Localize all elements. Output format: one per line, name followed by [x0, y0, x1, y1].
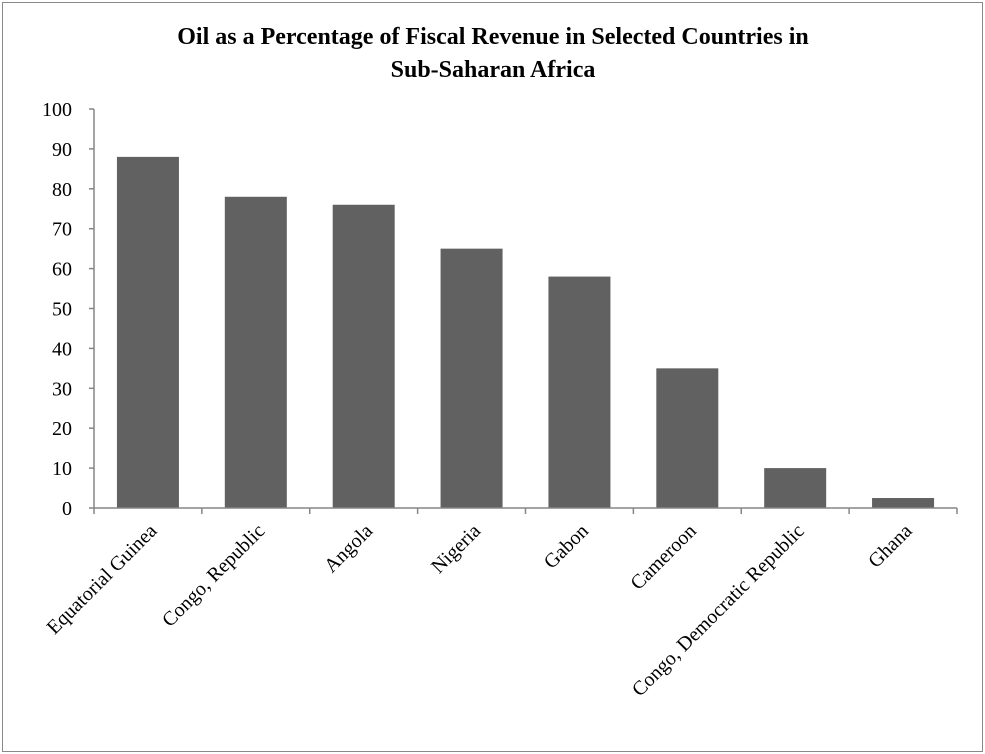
x-tick-label: Congo, Republic: [158, 520, 269, 631]
x-tick-label: Ghana: [864, 520, 917, 573]
bar: [116, 156, 179, 508]
y-tick-label: 60: [52, 259, 72, 281]
y-axis: 0 10 20 30 40 50 60 70 80 90 100: [42, 99, 95, 520]
y-tick-label: 90: [52, 139, 72, 161]
x-tick-label: Nigeria: [427, 520, 485, 578]
x-tick-label: Equatorial Guinea: [43, 520, 162, 639]
bar: [872, 498, 935, 508]
y-tick-label: 30: [52, 378, 72, 400]
y-tick-label: 80: [52, 179, 72, 201]
bar: [656, 368, 719, 508]
y-tick-label: 40: [52, 338, 72, 360]
chart-title-line-2: Sub-Saharan Africa: [391, 57, 596, 83]
x-tick-label: Gabon: [540, 520, 593, 573]
bar: [764, 468, 827, 508]
x-tick-label: Cameroon: [626, 520, 700, 594]
y-tick-label: 10: [52, 458, 72, 480]
bar: [224, 196, 287, 508]
y-tick-label: 0: [62, 498, 72, 520]
chart-title-line-1: Oil as a Percentage of Fiscal Revenue in…: [177, 24, 808, 50]
bar: [332, 204, 395, 508]
y-tick-label: 100: [42, 99, 72, 121]
x-tick-label: Congo, Democratic Republic: [628, 520, 809, 701]
bars: [116, 156, 935, 508]
y-tick-label: 20: [52, 418, 72, 440]
x-tick-label: Angola: [320, 520, 377, 577]
y-tick-label: 70: [52, 219, 72, 241]
bar: [440, 248, 503, 508]
y-tick-label: 50: [52, 299, 72, 321]
bar: [548, 276, 611, 508]
